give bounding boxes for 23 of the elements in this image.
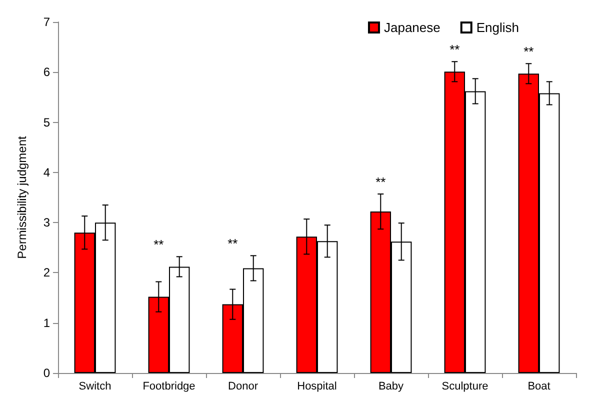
y-tick-label: 1 — [43, 316, 50, 330]
y-axis-title: Permissibility judgment — [15, 135, 29, 259]
y-tick-label: 2 — [43, 266, 50, 280]
x-tick-label: Boat — [528, 380, 550, 392]
annotation: ** — [450, 42, 460, 58]
y-tick-label: 6 — [43, 65, 50, 80]
annotation: ** — [524, 44, 534, 60]
x-tick-label: Hospital — [297, 380, 337, 392]
annotation: ** — [376, 174, 386, 190]
annotation: ** — [228, 236, 238, 252]
legend-label: English — [476, 20, 520, 35]
x-tick-label: Donor — [228, 380, 258, 392]
y-tick-label: 0 — [43, 366, 50, 380]
y-tick-label: 7 — [43, 15, 50, 29]
annotation: ** — [154, 237, 164, 252]
y-tick-label: 3 — [43, 216, 50, 230]
legend-label: Japanese — [384, 20, 440, 35]
x-tick-label: Baby — [378, 380, 404, 392]
y-tick-label: 5 — [43, 115, 50, 130]
x-tick-label: Sculpture — [442, 380, 488, 392]
x-tick-label: Switch — [78, 380, 112, 392]
y-tick-label: 4 — [43, 165, 50, 180]
x-tick-label: Footbridge — [142, 380, 196, 392]
